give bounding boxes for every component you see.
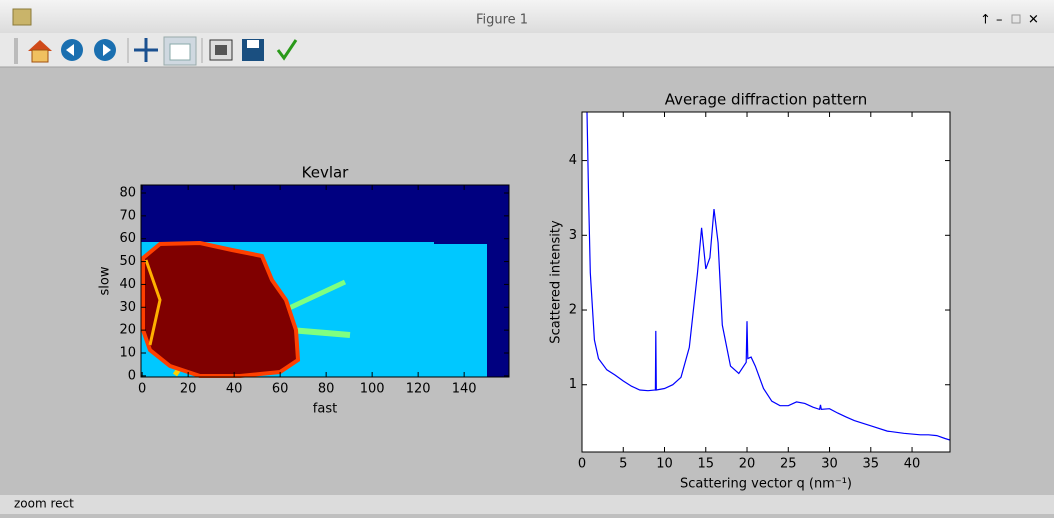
y-tick-label: 40	[119, 277, 136, 292]
x-tick-label: 20	[739, 457, 756, 472]
x-axis-label: Scattering vector q (nm⁻¹)	[680, 477, 852, 492]
x-tick-label: 15	[697, 457, 714, 472]
y-axis-label: slow	[98, 266, 113, 295]
forward-button[interactable]	[94, 39, 116, 61]
btn-close[interactable]: ✕	[1028, 13, 1039, 28]
y-tick-label: 50	[119, 254, 136, 269]
y-tick-label: 0	[128, 368, 136, 383]
y-tick-label: 20	[119, 323, 136, 338]
x-tick-label: 10	[656, 457, 673, 472]
status-text: zoom rect	[14, 497, 74, 511]
window: Figure 1 ↑ – ✕ zoom rect 020406080100120…	[0, 0, 1054, 514]
app-icon	[13, 9, 31, 25]
window-title: Figure 1	[476, 13, 528, 28]
y-tick-label: 80	[119, 186, 136, 201]
y-tick-label: 10	[119, 346, 136, 361]
x-tick-label: 5	[619, 457, 627, 472]
x-tick-label: 0	[138, 382, 146, 397]
x-tick-label: 30	[821, 457, 838, 472]
x-tick-label: 80	[318, 382, 335, 397]
save-button[interactable]	[242, 39, 264, 61]
toolbar	[0, 33, 1054, 67]
chart-title: Kevlar	[302, 164, 350, 182]
x-tick-label: 40	[226, 382, 243, 397]
x-tick-label: 25	[780, 457, 797, 472]
y-tick-label: 2	[569, 303, 577, 318]
x-tick-label: 120	[406, 382, 431, 397]
x-tick-label: 35	[863, 457, 880, 472]
y-tick-label: 70	[119, 208, 136, 223]
subplots-button[interactable]	[210, 40, 232, 60]
x-tick-label: 140	[452, 382, 477, 397]
x-tick-label: 20	[180, 382, 197, 397]
x-tick-label: 60	[272, 382, 289, 397]
heatmap-image	[141, 185, 509, 377]
back-button[interactable]	[61, 39, 83, 61]
y-tick-label: 4	[569, 153, 577, 168]
chart-title: Average diffraction pattern	[665, 91, 868, 109]
y-tick-label: 30	[119, 300, 136, 315]
btn-up[interactable]: ↑	[980, 13, 991, 28]
status-bar	[0, 495, 1054, 514]
y-tick-label: 3	[569, 228, 577, 243]
x-tick-label: 0	[578, 457, 586, 472]
y-tick-label: 1	[569, 377, 577, 392]
x-axis-label: fast	[313, 402, 337, 417]
x-tick-label: 40	[904, 457, 921, 472]
zoom-button[interactable]	[164, 37, 196, 65]
y-tick-label: 60	[119, 231, 136, 246]
plot-area	[582, 112, 950, 452]
x-tick-label: 100	[360, 382, 385, 397]
y-axis-label: Scattered intensity	[549, 220, 564, 344]
btn-minimize[interactable]: –	[996, 13, 1003, 28]
